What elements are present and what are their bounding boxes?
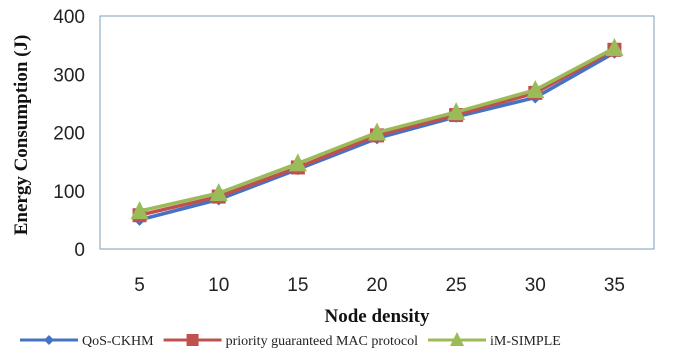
data-point [526,79,545,98]
legend-item: QoS-CKHM [20,334,154,349]
series-2 [130,38,624,220]
data-point [605,38,624,57]
y-axis-title: Energy Consumption (J) [11,35,32,236]
y-axis-ticks: 0 100 200 300 400 [53,7,85,261]
data-point [288,153,307,172]
x-tick-label: 5 [134,275,145,296]
x-tick-label: 15 [287,275,308,296]
legend-marker [450,332,465,346]
legend-label: iM-SIMPLE [490,334,561,349]
legend-marker [44,335,54,345]
legend-marker [186,334,199,346]
data-point [368,122,386,141]
data-point [209,183,228,202]
legend-label: QoS-CKHM [82,334,154,349]
data-point [447,102,466,121]
data-point [130,201,149,220]
legend-item: priority guaranteed MAC protocol [163,334,419,349]
legend-item: iM-SIMPLE [428,332,561,349]
legend-label: priority guaranteed MAC protocol [226,334,419,349]
x-tick-label: 35 [604,275,625,296]
y-tick-label: 100 [53,182,85,203]
x-axis-title: Node density [324,306,430,327]
x-tick-label: 30 [525,275,546,296]
legend: QoS-CKHM priority guaranteed MAC protocol… [20,332,561,349]
x-tick-label: 25 [446,275,467,296]
y-tick-label: 300 [53,65,85,86]
x-axis-ticks: 5 10 15 20 25 30 35 [134,275,625,296]
x-tick-label: 10 [208,275,229,296]
y-tick-label: 400 [53,7,85,28]
y-tick-label: 0 [74,240,85,261]
y-tick-label: 200 [53,124,85,145]
x-tick-label: 20 [366,275,387,296]
series-layer [130,38,624,226]
